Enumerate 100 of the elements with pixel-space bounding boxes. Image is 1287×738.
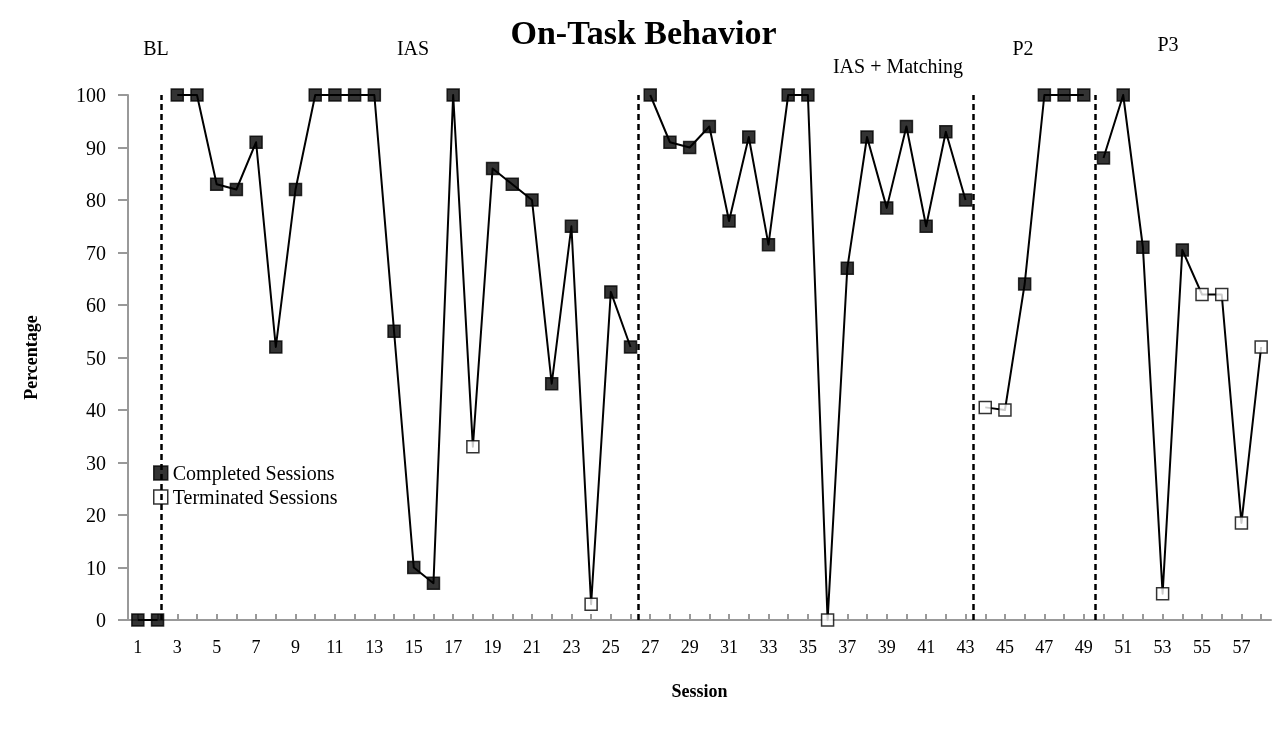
point [466, 440, 480, 454]
point [426, 576, 441, 590]
point [978, 400, 992, 415]
point [1017, 277, 1032, 291]
x-tick-label: 55 [1193, 637, 1212, 657]
point [564, 219, 579, 233]
point [170, 88, 185, 102]
point [998, 403, 1012, 417]
point [1175, 243, 1190, 257]
point [1136, 240, 1150, 254]
point [1037, 88, 1052, 102]
point [663, 135, 677, 149]
point [939, 125, 953, 139]
x-tick-label: 31 [720, 637, 739, 657]
x-tick-label: 23 [562, 637, 581, 657]
point [584, 597, 598, 611]
y-tick-label: 70 [86, 241, 106, 264]
point [1116, 88, 1130, 102]
x-tick-label: 41 [917, 637, 936, 657]
point [643, 88, 657, 102]
x-tick-label: 25 [601, 637, 620, 657]
point [288, 182, 303, 197]
y-tick-label: 50 [86, 346, 106, 369]
x-tick-label: 49 [1074, 637, 1093, 657]
point [544, 377, 559, 391]
x-tick-label: 29 [680, 637, 699, 657]
y-tick-label: 90 [86, 136, 106, 159]
x-tick-label: 9 [291, 637, 301, 657]
text: P3 [1157, 33, 1179, 55]
point [623, 340, 638, 354]
point [505, 177, 520, 191]
point [407, 560, 421, 575]
point [229, 182, 244, 197]
point [1077, 88, 1091, 102]
x-tick-label: 13 [365, 637, 384, 657]
point [840, 261, 855, 275]
x-tick-label: 33 [759, 637, 778, 657]
x-tick-label: 45 [995, 637, 1014, 657]
x-tick-label: 15 [404, 637, 423, 657]
y-tick-label: 20 [86, 504, 106, 526]
text: IAS + Matching [832, 55, 964, 78]
x-tick-label: 27 [641, 637, 660, 657]
point [1234, 516, 1249, 530]
point [919, 219, 933, 233]
point [1057, 88, 1071, 102]
x-tick-label: 19 [483, 637, 502, 657]
x-tick-label: 21 [522, 637, 541, 657]
text: P2 [1012, 37, 1034, 59]
point [1254, 340, 1268, 354]
point [899, 119, 914, 134]
y-tick-label: 100 [76, 84, 106, 106]
point [525, 193, 539, 207]
point [485, 161, 500, 176]
y-tick-label: 0 [96, 609, 106, 631]
y-tick-label: 10 [86, 556, 106, 579]
point [879, 201, 894, 215]
legend-label: Completed Sessions [172, 462, 335, 485]
x-tick-label: 3 [172, 637, 182, 657]
point [761, 237, 776, 252]
point [702, 119, 717, 134]
point [1096, 151, 1111, 165]
point [860, 130, 874, 144]
point [387, 324, 401, 338]
x-tick-label: 39 [877, 637, 896, 657]
point [150, 613, 165, 627]
legend-label: Terminated Sessions [172, 486, 338, 508]
x-tick-label: 1 [133, 637, 143, 657]
x-tick-label: 7 [251, 637, 261, 657]
x-tick-label: 51 [1114, 637, 1133, 657]
x-tick-label: 11 [326, 637, 344, 657]
point [190, 88, 204, 102]
point [1214, 287, 1229, 302]
text: BL [143, 37, 169, 59]
point [781, 88, 795, 102]
y-axis-title: Percentage [21, 315, 41, 400]
point [801, 88, 815, 102]
x-tick-label: 35 [798, 637, 817, 657]
point [249, 135, 263, 149]
point [367, 88, 382, 102]
point [1195, 287, 1209, 302]
y-tick-label: 80 [86, 189, 106, 211]
point [308, 88, 322, 102]
x-tick-label: 47 [1035, 637, 1054, 657]
point [269, 340, 283, 354]
y-tick-label: 30 [86, 451, 106, 474]
x-tick-label: 43 [956, 637, 975, 657]
point [446, 88, 460, 102]
point [347, 88, 362, 102]
x-axis-title: Session [671, 681, 728, 701]
point [820, 613, 835, 627]
point [1155, 587, 1170, 601]
point [682, 140, 697, 155]
y-tick-label: 60 [86, 294, 106, 316]
y-tick-label: 40 [86, 399, 106, 421]
text: IAS [396, 37, 430, 59]
point [209, 177, 224, 191]
x-tick-label: 57 [1232, 637, 1251, 657]
x-tick-label: 53 [1153, 637, 1172, 657]
point [131, 613, 145, 627]
x-tick-label: 5 [212, 637, 222, 657]
